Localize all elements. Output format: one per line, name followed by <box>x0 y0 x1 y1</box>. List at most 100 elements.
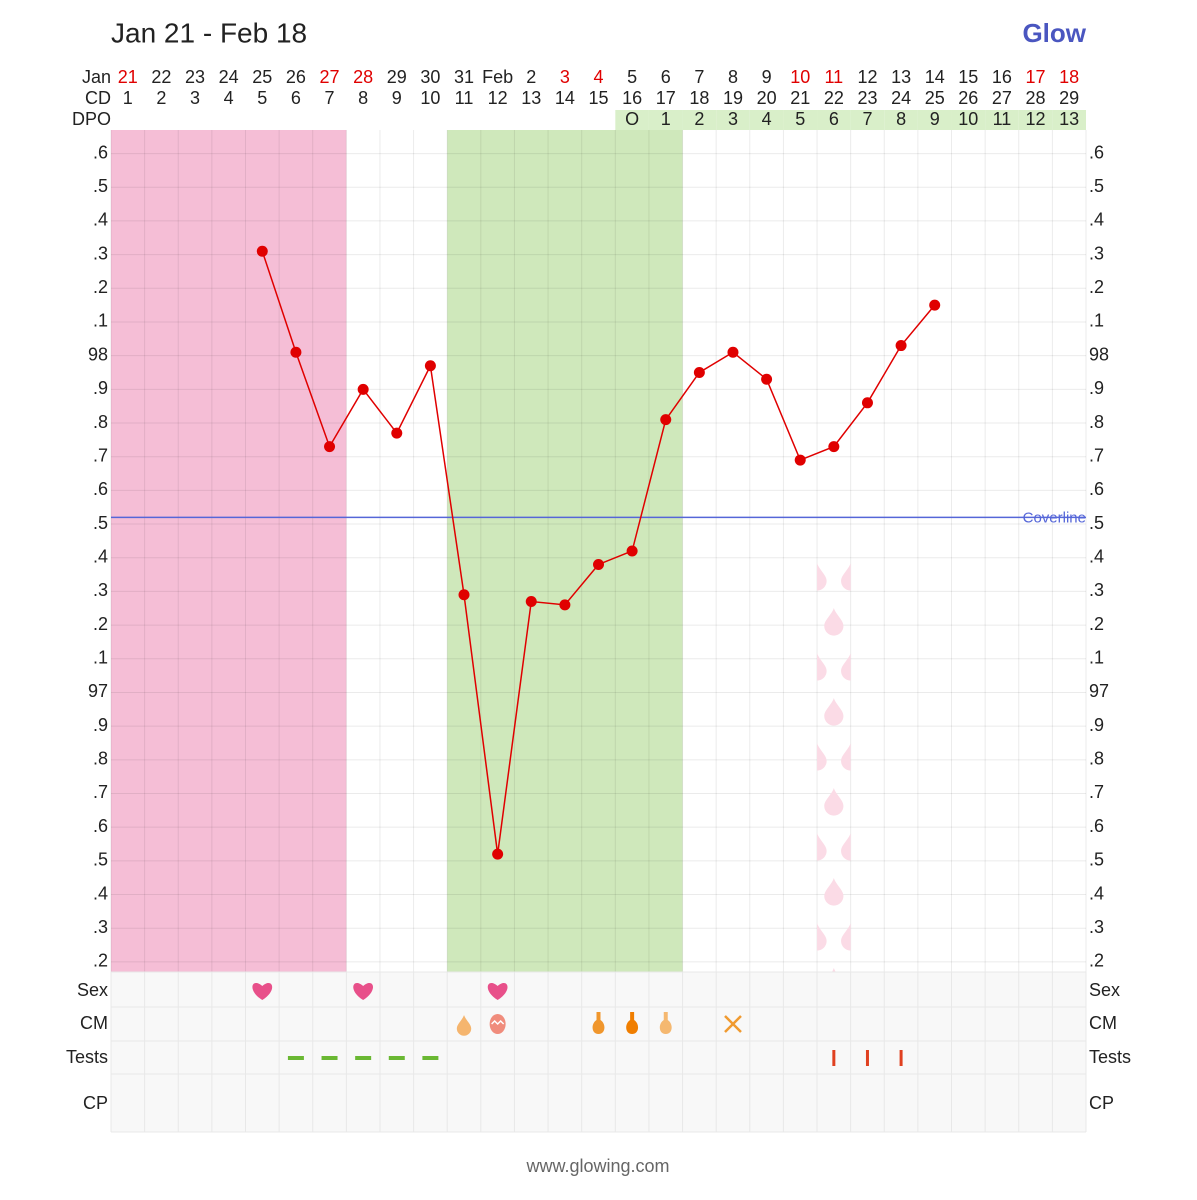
temperature-point <box>492 848 504 860</box>
cd-label: 19 <box>723 88 743 108</box>
date-label: 14 <box>925 67 945 87</box>
date-label: 6 <box>661 67 671 87</box>
cd-label: 8 <box>358 88 368 108</box>
test-dash <box>388 1056 405 1060</box>
date-label: 8 <box>728 67 738 87</box>
date-label: 25 <box>252 67 272 87</box>
coverline-label: Coverline <box>1023 509 1086 526</box>
dpo-label: 13 <box>1059 109 1079 129</box>
temperature-point <box>660 414 672 426</box>
cd-label: 20 <box>757 88 777 108</box>
date-label: 7 <box>694 67 704 87</box>
date-label: 27 <box>320 67 340 87</box>
date-label: 17 <box>1026 67 1046 87</box>
sex-heart <box>353 982 374 1000</box>
y-tick-label: .5 <box>93 513 108 533</box>
dpo-label: 3 <box>728 109 738 129</box>
temperature-point <box>727 346 739 358</box>
dpo-cell <box>1052 110 1086 130</box>
dpo-label: 2 <box>694 109 704 129</box>
cd-label: 6 <box>291 88 301 108</box>
cd-label: 5 <box>257 88 267 108</box>
dpo-label: 12 <box>1026 109 1046 129</box>
test-dash <box>422 1056 439 1060</box>
cm-bottle <box>659 1012 672 1034</box>
y-tick-label: .5 <box>93 850 108 870</box>
date-label: 4 <box>593 67 603 87</box>
temperature-point <box>256 245 268 257</box>
cd-label: 12 <box>488 88 508 108</box>
date-label: 9 <box>762 67 772 87</box>
cd-label: 3 <box>190 88 200 108</box>
y-tick-label-right: .2 <box>1089 277 1104 297</box>
cm-bottle <box>592 1012 605 1034</box>
cd-label: 17 <box>656 88 676 108</box>
y-tick-label: .3 <box>93 243 108 263</box>
y-tick-label-right: .7 <box>1089 445 1104 465</box>
dpo-cell <box>716 110 750 130</box>
temperature-point <box>828 441 840 453</box>
footer: www.glowing.com <box>525 1156 669 1176</box>
dpo-cell <box>615 110 649 130</box>
y-tick-label: .4 <box>93 883 108 903</box>
cd-label: 26 <box>958 88 978 108</box>
temperature-point <box>895 340 907 352</box>
dpo-cell <box>783 110 818 130</box>
dpo-cell <box>917 110 952 130</box>
y-tick-label-right: 97 <box>1089 681 1109 701</box>
y-tick-label-right: .7 <box>1089 782 1104 802</box>
cm-drop <box>456 1015 472 1036</box>
y-tick-label: .2 <box>93 951 108 971</box>
month-label: Jan <box>82 67 111 87</box>
dpo-cell <box>884 110 918 130</box>
dpo-cell <box>682 110 717 130</box>
row-label: CM <box>80 1013 108 1033</box>
y-tick-label: .8 <box>93 412 108 432</box>
date-label: 26 <box>286 67 306 87</box>
y-tick-label-right: 98 <box>1089 344 1109 364</box>
cd-label: 1 <box>123 88 133 108</box>
y-tick-label-right: .9 <box>1089 378 1104 398</box>
temperature-point <box>559 599 571 611</box>
cd-label: 4 <box>224 88 234 108</box>
cd-label: 7 <box>325 88 335 108</box>
y-tick-label-right: .2 <box>1089 614 1104 634</box>
y-tick-label: .4 <box>93 546 108 566</box>
date-label: 3 <box>560 67 570 87</box>
row-label: Sex <box>77 980 108 1000</box>
temperature-point <box>391 427 403 439</box>
period-band <box>111 130 347 972</box>
cd-label: 27 <box>992 88 1012 108</box>
brand: Glow <box>1022 18 1086 48</box>
temperature-point <box>290 346 302 358</box>
y-tick-label-right: .2 <box>1089 951 1104 971</box>
cd-label: 10 <box>420 88 440 108</box>
y-tick-label-right: .4 <box>1089 883 1104 903</box>
y-tick-label-right: .4 <box>1089 546 1104 566</box>
cd-label: 25 <box>925 88 945 108</box>
y-tick-label-right: .3 <box>1089 580 1104 600</box>
y-tick-label-right: .6 <box>1089 142 1104 162</box>
date-label: 30 <box>420 67 440 87</box>
row-label: CP <box>83 1093 108 1113</box>
y-tick-label: .6 <box>93 142 108 162</box>
date-label: 18 <box>1059 67 1079 87</box>
y-tick-label: .2 <box>93 277 108 297</box>
y-tick-label: .8 <box>93 749 108 769</box>
y-tick-label: .1 <box>93 311 108 331</box>
date-label: 11 <box>825 67 844 87</box>
dpo-cell <box>951 110 986 130</box>
y-tick-label-right: .6 <box>1089 816 1104 836</box>
y-tick-label: .6 <box>93 816 108 836</box>
y-tick-label-right: .1 <box>1089 648 1104 668</box>
test-bar <box>899 1050 903 1066</box>
cd-label: 28 <box>1026 88 1046 108</box>
date-label: 28 <box>353 67 373 87</box>
dpo-label: 8 <box>896 109 906 129</box>
test-dash <box>287 1056 304 1060</box>
sex-heart <box>487 982 508 1000</box>
y-tick-label: .9 <box>93 715 108 735</box>
y-tick-label-right: .4 <box>1089 210 1104 230</box>
temperature-point <box>324 441 336 453</box>
row-label-right: Tests <box>1089 1047 1131 1067</box>
